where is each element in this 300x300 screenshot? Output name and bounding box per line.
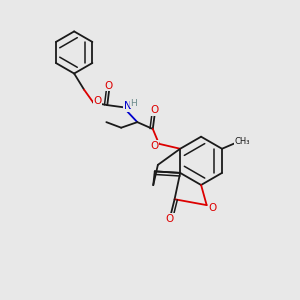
Text: O: O bbox=[94, 96, 102, 106]
Text: N: N bbox=[124, 101, 131, 111]
Text: CH₃: CH₃ bbox=[234, 137, 250, 146]
Text: O: O bbox=[150, 141, 158, 151]
Text: O: O bbox=[166, 214, 174, 224]
Text: O: O bbox=[208, 202, 216, 213]
Text: O: O bbox=[150, 105, 158, 116]
Text: O: O bbox=[104, 81, 112, 91]
Text: H: H bbox=[130, 99, 137, 108]
